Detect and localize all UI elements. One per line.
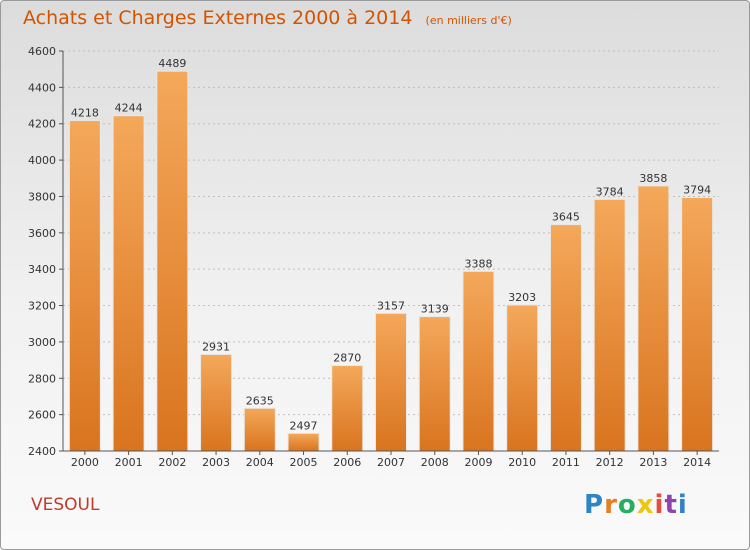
- y-tick-label: 4000: [28, 154, 56, 167]
- bar: [200, 353, 233, 452]
- bar: [462, 270, 495, 452]
- city-name: VESOUL: [31, 495, 100, 515]
- logo-letter: o: [617, 490, 637, 520]
- data-label: 3784: [596, 185, 624, 198]
- x-tick-label: 2000: [71, 456, 99, 469]
- data-label: 3858: [639, 172, 667, 185]
- y-tick-label: 2600: [28, 409, 56, 422]
- data-label: 3645: [552, 211, 580, 224]
- logo-letter: r: [604, 490, 618, 520]
- data-labels: 4218 4244 4489 2931 2635 2497 2870 3157 3139 3388…: [71, 57, 711, 432]
- x-tick-label: 2006: [333, 456, 361, 469]
- y-tick-label: 3200: [28, 300, 56, 313]
- y-tick-label: 3400: [28, 263, 56, 276]
- data-label: 3794: [683, 184, 711, 197]
- data-label: 2497: [290, 419, 318, 432]
- proxiti-logo[interactable]: Proxiti: [584, 490, 688, 520]
- logo-letter: i: [654, 490, 665, 520]
- y-tick-label: 4600: [28, 45, 56, 58]
- y-tick-label: 4200: [28, 118, 56, 131]
- bar: [156, 70, 189, 452]
- chart-title: Achats et Charges Externes 2000 à 2014: [23, 7, 413, 29]
- y-tick-label: 2400: [28, 445, 56, 458]
- x-tick-label: 2001: [115, 456, 143, 469]
- data-label: 4244: [115, 102, 143, 115]
- x-tick-label: 2008: [421, 456, 449, 469]
- bar: [243, 407, 276, 452]
- x-tick-label: 2013: [639, 456, 667, 469]
- bar: [112, 115, 145, 452]
- x-tick-label: 2004: [246, 456, 274, 469]
- bar: [637, 185, 670, 452]
- bar: [593, 198, 626, 452]
- x-tick-label: 2011: [552, 456, 580, 469]
- bar: [287, 432, 320, 452]
- data-label: 2870: [333, 352, 361, 365]
- y-tick-label: 3800: [28, 190, 56, 203]
- chart-header: Achats et Charges Externes 2000 à 2014 (…: [23, 7, 512, 29]
- y-tick-label: 3600: [28, 227, 56, 240]
- bar: [331, 365, 364, 452]
- axes: 2400 2600 2800 3000 3200 3400 3600 3800 4000 4200…: [28, 45, 719, 469]
- logo-letter: t: [664, 490, 678, 520]
- data-label: 3203: [508, 291, 536, 304]
- bar: [418, 316, 451, 452]
- bar: [375, 312, 407, 452]
- bar: [681, 197, 714, 452]
- logo-letter: i: [677, 490, 688, 520]
- x-tick-label: 2007: [377, 456, 405, 469]
- data-label: 3157: [377, 299, 405, 312]
- data-label: 3388: [464, 257, 492, 270]
- bar: [68, 119, 101, 452]
- x-tick-label: 2005: [290, 456, 318, 469]
- bars: [68, 70, 714, 452]
- y-tick-label: 4400: [28, 81, 56, 94]
- data-label: 2931: [202, 340, 230, 353]
- data-label: 3139: [421, 303, 449, 316]
- bar: [506, 304, 539, 452]
- logo-letter: P: [584, 490, 605, 520]
- x-tick-label: 2002: [158, 456, 186, 469]
- data-label: 2635: [246, 394, 274, 407]
- chart-subtitle: (en milliers d'€): [425, 14, 512, 27]
- x-tick-label: 2014: [683, 456, 711, 469]
- y-tick-label: 3000: [28, 336, 56, 349]
- bar: [549, 224, 582, 452]
- logo-letter: x: [636, 490, 655, 520]
- x-tick-label: 2003: [202, 456, 230, 469]
- y-tick-label: 2800: [28, 372, 56, 385]
- data-label: 4489: [158, 57, 186, 70]
- x-tick-label: 2012: [596, 456, 624, 469]
- x-tick-label: 2010: [508, 456, 536, 469]
- data-label: 4218: [71, 106, 99, 119]
- x-tick-label: 2009: [464, 456, 492, 469]
